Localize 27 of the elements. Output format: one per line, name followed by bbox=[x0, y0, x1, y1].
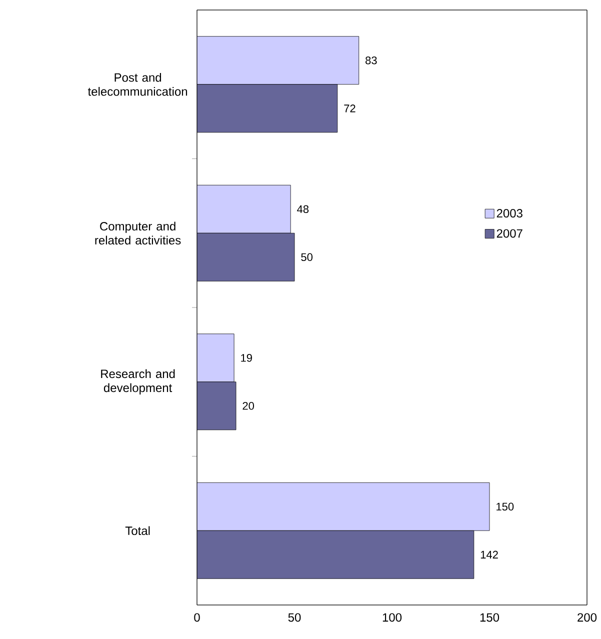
x-tick-label: 100 bbox=[382, 613, 402, 622]
legend-label: 2003 bbox=[496, 209, 522, 218]
bar bbox=[197, 334, 234, 382]
bar bbox=[197, 36, 360, 85]
data-label: 48 bbox=[297, 205, 309, 214]
y-tick-label: Research and development bbox=[101, 369, 175, 394]
y-tick-label: Post and telecommunication bbox=[88, 72, 188, 96]
y-tick-label: Computer and related activities bbox=[95, 222, 181, 245]
legend-label: 2007 bbox=[496, 229, 522, 238]
x-tick-label: 50 bbox=[288, 613, 301, 622]
bar bbox=[197, 482, 490, 531]
x-tick-label: 0 bbox=[194, 613, 200, 622]
data-label: 50 bbox=[301, 253, 313, 262]
x-tick-label: 150 bbox=[480, 613, 500, 622]
bar bbox=[197, 84, 338, 133]
data-label: 19 bbox=[241, 354, 252, 362]
y-tick-label: Total bbox=[125, 526, 150, 536]
bar bbox=[197, 530, 474, 579]
bar bbox=[197, 232, 295, 282]
bar bbox=[197, 184, 291, 234]
bar bbox=[197, 382, 236, 430]
data-label: 150 bbox=[496, 502, 514, 511]
data-label: 83 bbox=[366, 56, 377, 64]
data-label: 142 bbox=[480, 550, 498, 558]
x-tick-label: 200 bbox=[578, 613, 597, 622]
data-label: 20 bbox=[242, 402, 254, 410]
data-label: 72 bbox=[344, 104, 356, 112]
